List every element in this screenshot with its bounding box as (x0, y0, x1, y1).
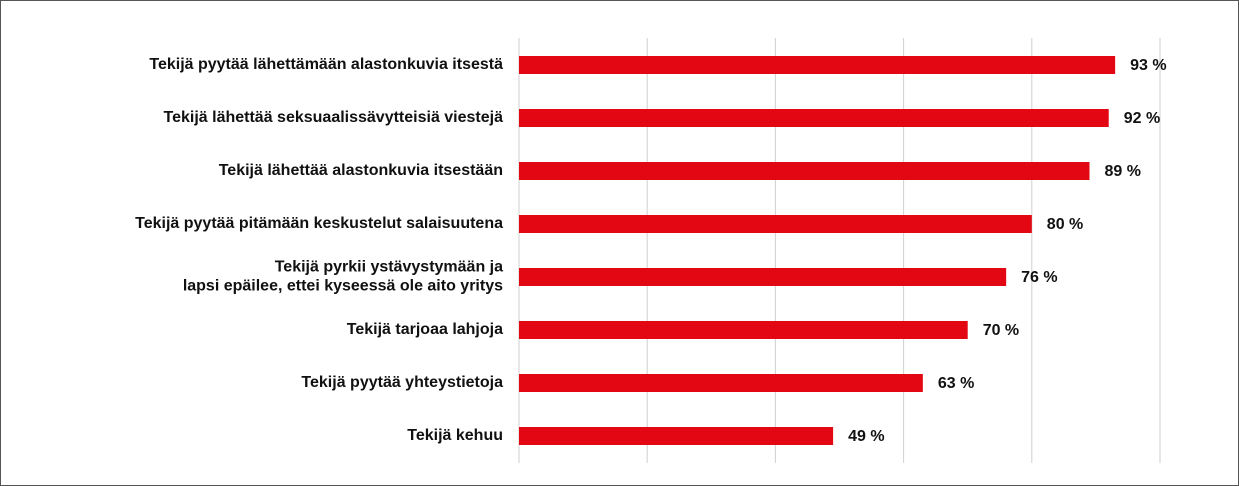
category-label: Tekijä lähettää alastonkuvia itsestään (219, 162, 503, 179)
bar (519, 268, 1007, 286)
category-label: Tekijä pyytää pitämään keskustelut salai… (135, 215, 503, 232)
bar (519, 162, 1090, 180)
category-label: Tekijä pyrkii ystävystymään ja lapsi epäi… (183, 259, 503, 295)
value-label: 49 % (848, 428, 884, 445)
category-label: Tekijä pyytää lähettämään alastonkuvia i… (149, 56, 503, 73)
bar (519, 427, 834, 445)
value-label: 93 % (1130, 57, 1166, 74)
category-label: Tekijä tarjoaa lahjoja (347, 321, 503, 338)
value-label: 63 % (938, 375, 974, 392)
value-label: 76 % (1021, 269, 1057, 286)
category-label: Tekijä lähettää seksuaalissävytteisiä vi… (164, 109, 504, 126)
bar (519, 109, 1109, 127)
category-label: Tekijä kehuu (407, 427, 503, 444)
bar (519, 374, 923, 392)
bar (519, 215, 1032, 233)
value-label: 92 % (1124, 110, 1160, 127)
value-label: 89 % (1104, 163, 1140, 180)
bar (519, 321, 968, 339)
value-label: 80 % (1047, 216, 1083, 233)
bar (519, 56, 1116, 74)
category-label: Tekijä pyytää yhteystietoja (301, 374, 503, 391)
value-label: 70 % (983, 322, 1019, 339)
